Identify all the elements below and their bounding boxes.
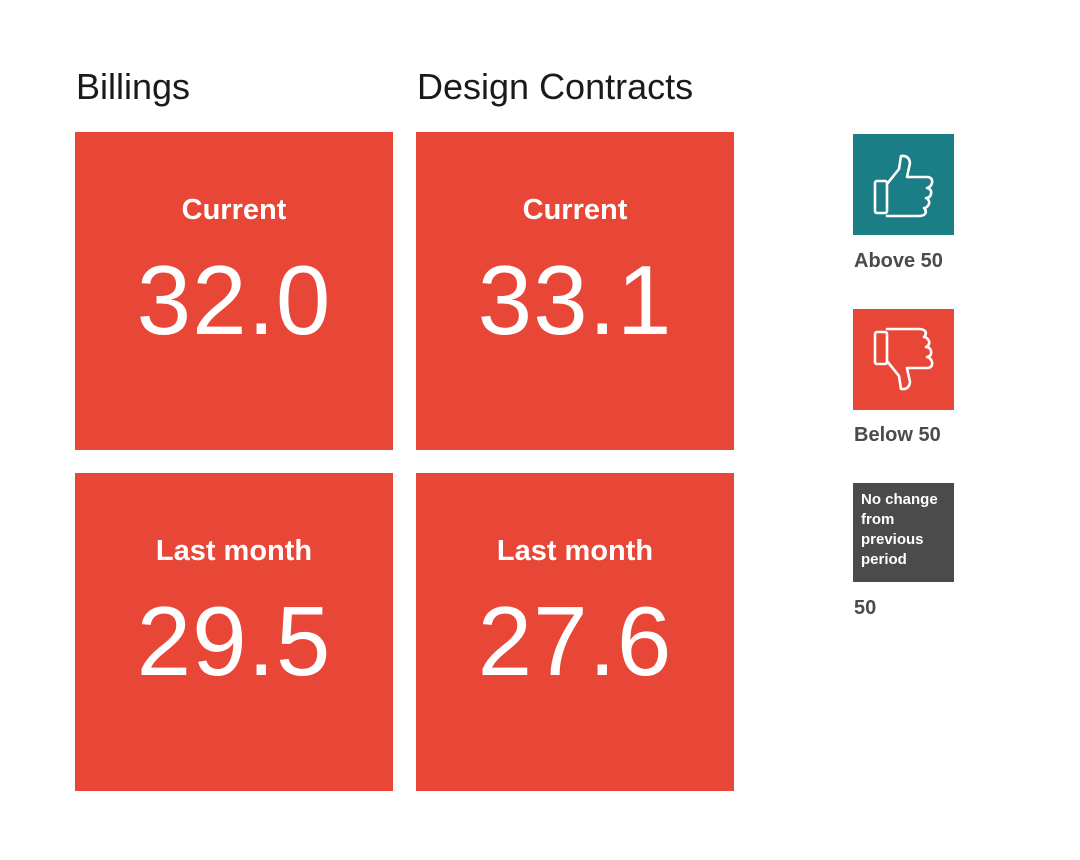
tile-value: 33.1	[477, 245, 673, 355]
billings-title: Billings	[76, 66, 191, 107]
legend-above-box	[853, 134, 954, 235]
billings-current-tile: Current 32.0	[75, 132, 393, 450]
tile-label: Last month	[496, 535, 654, 567]
tile-value: 32.0	[136, 245, 332, 355]
design-contracts-current-tile: Current 33.1	[416, 132, 734, 450]
legend-no-change-box: No change from previous period	[853, 483, 954, 582]
legend-no-change-label: 50	[854, 597, 877, 619]
design-contracts-title: Design Contracts	[417, 66, 694, 107]
thumbs-up-icon	[873, 154, 933, 217]
billings-last-month-tile: Last month 29.5	[75, 473, 393, 791]
tile-label: Last month	[155, 535, 313, 567]
tile-value: 27.6	[477, 586, 673, 696]
legend-below-label: Below 50	[854, 424, 941, 446]
legend-above-label: Above 50	[854, 250, 943, 272]
legend-below-box	[853, 309, 954, 410]
design-contracts-last-month-tile: Last month 27.6	[416, 473, 734, 791]
tile-value: 29.5	[136, 586, 332, 696]
tile-label: Current	[181, 194, 287, 226]
tile-label: Current	[522, 194, 628, 226]
thumbs-down-icon	[873, 327, 933, 390]
